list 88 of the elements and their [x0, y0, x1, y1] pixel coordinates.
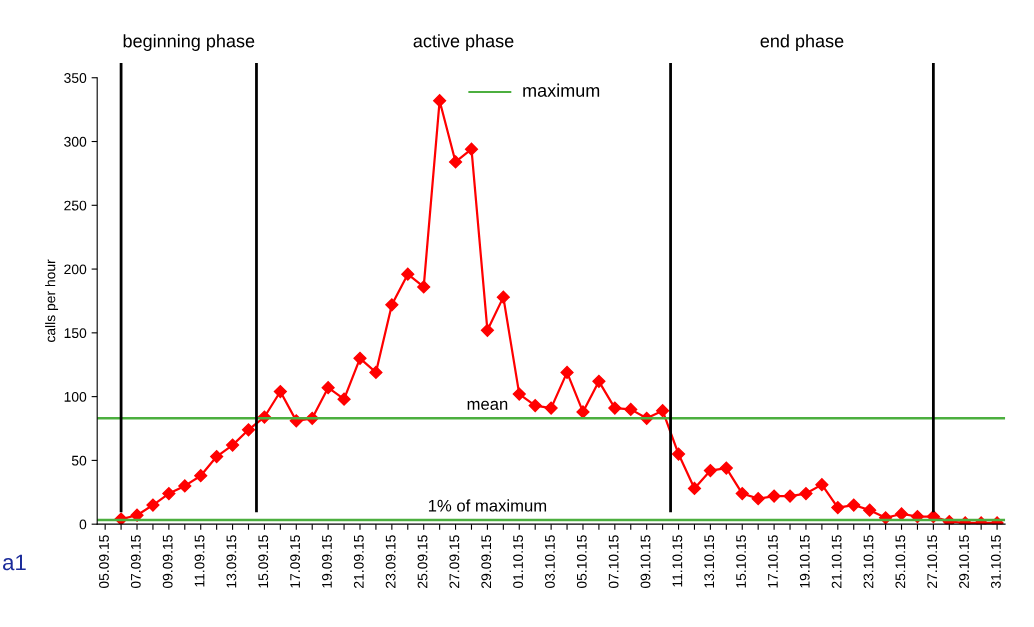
point	[656, 404, 670, 418]
x-tick-label: 07.10.15	[608, 535, 619, 589]
point	[751, 492, 765, 506]
x-tick-label: 09.09.15	[162, 535, 173, 589]
x-tick-label: 13.09.15	[226, 535, 237, 588]
point	[130, 508, 144, 522]
point	[799, 486, 813, 501]
ref-line-label: mean	[467, 400, 508, 410]
x-tick-label: 11.10.15	[672, 535, 683, 587]
point	[544, 401, 558, 415]
point	[433, 94, 447, 108]
y-tick-label: 150	[64, 328, 87, 339]
text: end phase	[760, 34, 844, 51]
point	[528, 398, 542, 413]
point	[735, 486, 749, 501]
point	[894, 507, 909, 521]
point	[719, 461, 733, 475]
point	[863, 503, 877, 517]
x-tick-label: 23.10.15	[863, 535, 874, 588]
text: a1	[3, 554, 26, 571]
point	[162, 486, 176, 501]
y-axis-title: calls per hour	[45, 259, 59, 343]
point	[831, 501, 845, 515]
x-tick-label: 25.09.15	[417, 535, 428, 588]
point	[273, 384, 287, 399]
x-tick-label: 23.09.15	[385, 535, 396, 588]
point	[767, 489, 781, 503]
text: active phase	[413, 34, 514, 51]
point	[385, 298, 399, 312]
x-tick-label: 21.09.15	[353, 535, 364, 588]
x-tick-label: 21.10.15	[831, 535, 842, 588]
x-tick-label: 15.10.15	[736, 535, 746, 588]
point	[592, 374, 606, 388]
point	[608, 401, 622, 415]
point	[210, 449, 224, 464]
x-tick-label: 19.10.15	[799, 535, 810, 588]
point	[624, 402, 638, 416]
point	[815, 478, 829, 492]
annotation: maximum	[523, 83, 600, 97]
x-tick-label: 29.09.15	[481, 535, 492, 588]
point	[194, 469, 208, 483]
point	[146, 498, 160, 512]
point	[464, 142, 479, 156]
x-tick-label: 19.09.15	[322, 535, 332, 588]
point	[703, 464, 717, 478]
x-tick-label: 17.09.15	[290, 535, 301, 588]
x-tick-label: 13.10.15	[704, 535, 715, 588]
point	[480, 323, 495, 337]
point	[783, 489, 797, 503]
y-tick-label: 100	[64, 391, 87, 402]
point	[847, 498, 861, 512]
y-tick-label: 250	[64, 200, 87, 211]
point	[401, 267, 415, 281]
x-tick-label: 05.10.15	[576, 535, 587, 589]
point	[178, 479, 192, 493]
y-tick-label: 350	[64, 73, 87, 83]
text: beginning phase	[123, 34, 255, 51]
y-tick-label: 0	[79, 519, 87, 530]
point	[353, 351, 367, 365]
x-tick-label: 27.10.15	[927, 535, 938, 588]
point	[448, 155, 463, 169]
x-tick-label: 03.10.15	[545, 535, 555, 589]
x-tick-label: 17.10.15	[768, 535, 778, 588]
x-tick-label: 07.09.15	[130, 535, 141, 589]
x-tick-label: 31.10.15	[990, 535, 1001, 589]
x-tick-label: 15.09.15	[258, 535, 269, 588]
point	[241, 423, 256, 437]
x-tick-label: 01.10.15	[513, 535, 523, 589]
point	[687, 481, 702, 496]
x-tick-label: 05.09.15	[99, 535, 109, 589]
x-tick-label: 11.09.15	[194, 535, 205, 587]
point	[369, 365, 383, 379]
x-tick-label: 29.10.15	[959, 535, 969, 588]
x-tick-label: 09.10.15	[640, 535, 651, 589]
y-tick-label: 300	[64, 136, 87, 147]
point	[671, 447, 686, 461]
ref-line-label: 1% of maximum	[428, 499, 547, 512]
point	[225, 438, 240, 452]
point	[337, 392, 351, 406]
x-tick-label: 27.09.15	[449, 535, 460, 588]
y-tick-label: 50	[71, 455, 87, 466]
x-tick-label: 25.10.15	[895, 535, 906, 588]
point	[496, 290, 510, 304]
point	[417, 280, 431, 294]
y-tick-label: 200	[64, 264, 87, 275]
point	[560, 365, 574, 379]
point	[512, 387, 526, 401]
point	[321, 381, 335, 395]
